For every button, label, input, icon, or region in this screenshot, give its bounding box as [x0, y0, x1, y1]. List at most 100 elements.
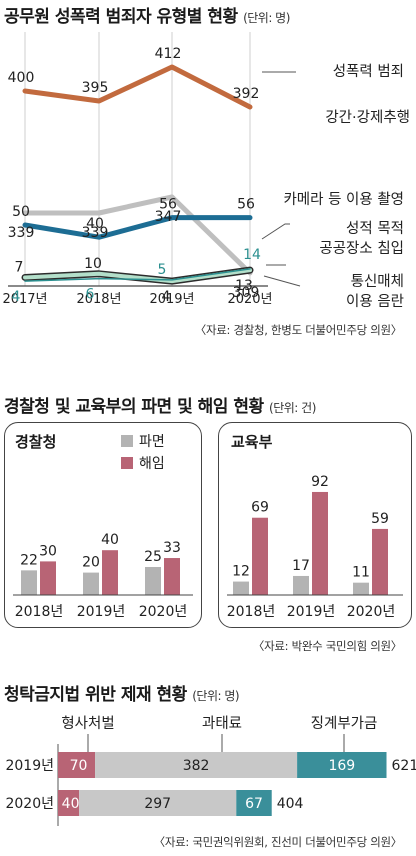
series-header-surcharge: 징계부가금 — [311, 715, 378, 732]
chart3-unit: (단위: 명) — [192, 689, 240, 703]
data-label-public-place: 5 — [158, 262, 167, 278]
leader-line-camera — [261, 223, 290, 240]
series-name-label: 성폭력 범죄 — [333, 63, 404, 80]
bar-value-label: 11 — [352, 565, 370, 581]
data-label-camera: 56 — [159, 197, 177, 213]
data-label-camera: 50 — [12, 204, 30, 220]
bar-removal — [164, 558, 180, 595]
line-chart: 2017년 2018년 2019년 2020년 400 395 412 392 339 339 34… — [2, 32, 410, 310]
chart3-source: 〈자료: 국민권익위원회, 진선미 더불어민주당 의원〉 — [153, 835, 403, 849]
x-tick-label: 2020년 — [347, 604, 396, 620]
bar-removal — [252, 517, 268, 595]
x-tick-label: 2019년 — [149, 292, 194, 307]
series-name-label: 이용 음란 — [346, 293, 404, 310]
y-tick-label: 2019년 — [5, 758, 54, 774]
bar-value-label: 30 — [39, 543, 57, 559]
chart3-title: 청탁금지법 위반 제재 현황 (단위: 명) — [4, 685, 240, 705]
bar-value-label: 92 — [311, 474, 329, 490]
legend-swatch-removal — [121, 457, 133, 469]
education-bar-chart: 12 69 2018년 17 92 2019년 11 59 2020년 — [227, 474, 403, 620]
series-header-criminal: 형사처벌 — [61, 715, 114, 732]
education-panel: 교육부 12 69 2018년 17 92 2019년 11 59 2020년 — [218, 422, 412, 628]
bar-total-label: 621 — [392, 758, 416, 774]
series-line-sexual-violence — [22, 64, 253, 110]
bar-segment-surcharge — [236, 790, 272, 816]
bar-value-label: 70 — [70, 758, 88, 774]
data-label-public-place: 4 — [12, 289, 21, 305]
series-line-telecom — [23, 268, 252, 284]
legend-removal: 해임 — [121, 453, 165, 473]
bar-removal — [102, 550, 118, 595]
bar-segment-fine — [95, 752, 298, 778]
bar-value-label: 382 — [183, 758, 210, 774]
series-line-public-place — [24, 268, 251, 282]
data-label-sexual-violence: 392 — [233, 86, 260, 102]
bar-value-label: 67 — [245, 796, 263, 812]
chart2-unit: (단위: 건) — [269, 401, 316, 415]
bar-value-label: 40 — [101, 532, 119, 548]
x-tick-label: 2018년 — [227, 604, 276, 620]
bar-dismissal — [83, 572, 99, 595]
bar-dismissal — [233, 581, 249, 595]
data-label-sexual-violence: 395 — [82, 80, 109, 96]
x-tick-label: 2018년 — [15, 604, 64, 620]
chart1-source: 〈자료: 경찰청, 한병도 더불어민주당 의원〉 — [194, 323, 403, 337]
data-label-sexual-violence: 412 — [155, 46, 182, 62]
bar-value-label: 69 — [251, 500, 269, 516]
series-line-rape — [22, 194, 253, 276]
bar-segment-criminal — [58, 790, 80, 816]
data-label-camera: 40 — [86, 216, 104, 232]
data-label-rape: 339 — [82, 225, 109, 241]
chart1-unit: (단위: 명) — [243, 11, 290, 25]
legend-dismissal-label: 파면 — [139, 434, 165, 450]
bar-value-label: 20 — [82, 555, 100, 571]
bar-value-label: 22 — [20, 552, 38, 568]
x-tick-label: 2019년 — [287, 604, 336, 620]
data-label-rape: 339 — [8, 225, 35, 241]
data-label-rape: 347 — [155, 209, 182, 225]
data-label-camera: 56 — [237, 197, 255, 213]
data-label-telecom: 7 — [15, 259, 24, 275]
data-label-rape: 309 — [233, 285, 260, 301]
legend-dismissal: 파면 — [121, 431, 165, 451]
bar-total-label: 404 — [277, 796, 304, 812]
bar-removal — [312, 491, 328, 595]
x-tick-label: 2019년 — [77, 604, 126, 620]
bar-dismissal — [293, 575, 309, 595]
bar-removal — [372, 528, 388, 595]
bar-value-label: 40 — [62, 796, 80, 812]
data-label-telecom: 10 — [84, 256, 102, 272]
chart1-title: 공무원 성폭력 범죄자 유형별 현황 (단위: 명) — [4, 7, 290, 27]
series-name-label: 성적 목적 — [346, 220, 404, 237]
bar-value-label: 17 — [292, 558, 310, 574]
bar-removal — [40, 561, 56, 595]
series-name-label: 카메라 등 이용 촬영 — [283, 191, 404, 208]
bar-value-label: 33 — [163, 540, 181, 556]
data-label-public-place: 14 — [243, 247, 261, 263]
bar-value-label: 12 — [232, 564, 250, 580]
chart2-source: 〈자료: 박완수 국민의힘 의원〉 — [252, 639, 402, 653]
series-line-camera — [22, 215, 253, 240]
x-tick-label: 2018년 — [76, 292, 121, 307]
bar-dismissal — [353, 582, 369, 595]
series-name-label: 통신매체 — [351, 273, 404, 290]
series-name-label: 강간·강제추행 — [325, 109, 410, 126]
bar-dismissal — [21, 570, 37, 595]
x-tick-label: 2020년 — [139, 604, 188, 620]
bar-value-label: 25 — [144, 549, 162, 565]
bar-dismissal — [145, 567, 161, 595]
y-tick-label: 2020년 — [5, 796, 54, 812]
police-panel: 경찰청 파면 해임 22 30 2018년 20 40 2019년 25 33 2020년 — [4, 422, 202, 628]
data-label-telecom: 13 — [235, 278, 253, 294]
bar-value-label: 59 — [371, 511, 389, 527]
police-panel-title: 경찰청 — [15, 433, 57, 451]
stacked-bar-chart: 형사처벌 과태료 징계부가금 2019년 70 382 169 621 2020년 40 297 67… — [5, 715, 416, 826]
leader-line-telecom — [263, 275, 301, 287]
bar-segment-criminal — [58, 752, 96, 778]
series-name-label: 공공장소 침입 — [319, 240, 404, 257]
x-tick-label: 2017년 — [2, 292, 47, 307]
bar-segment-fine — [79, 790, 237, 816]
chart2-title: 경찰청 및 교육부의 파면 및 해임 현황 (단위: 건) — [4, 397, 316, 417]
bar-value-label: 297 — [144, 796, 171, 812]
